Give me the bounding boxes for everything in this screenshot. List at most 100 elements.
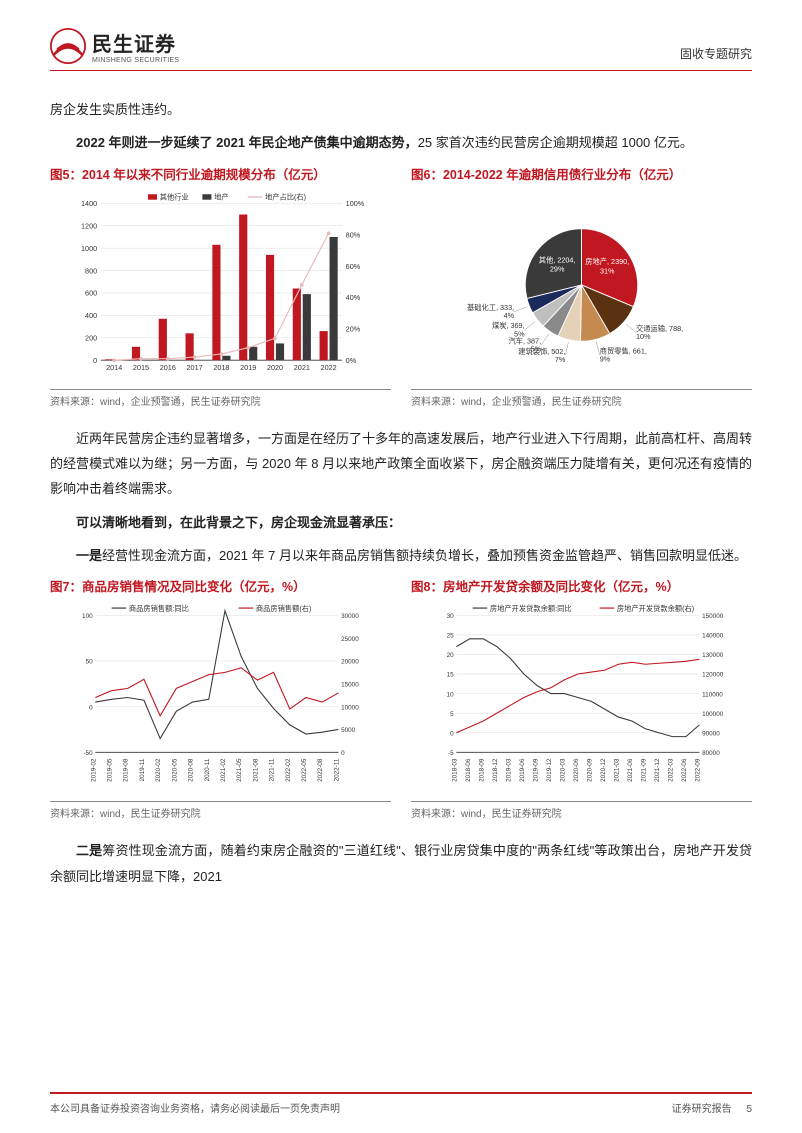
svg-text:20000: 20000 [341, 659, 359, 666]
svg-text:其他, 2204,: 其他, 2204, [539, 255, 576, 264]
svg-text:400: 400 [85, 311, 97, 320]
svg-text:-5: -5 [448, 750, 454, 757]
svg-text:2022-08: 2022-08 [317, 759, 324, 783]
svg-text:2020: 2020 [267, 363, 283, 372]
svg-text:2018-12: 2018-12 [492, 759, 499, 783]
svg-text:2019-05: 2019-05 [107, 759, 114, 783]
chart-6-title: 图6：2014-2022 年逾期信用债行业分布（亿元） [411, 164, 752, 183]
svg-text:31%: 31% [600, 266, 615, 275]
svg-text:130000: 130000 [702, 653, 724, 660]
svg-text:2020-02: 2020-02 [155, 759, 162, 783]
chart-5-svg: 其他行业地产地产占比(右)02004006008001000120014000%… [50, 187, 391, 382]
svg-text:房地产, 2390,: 房地产, 2390, [585, 257, 629, 266]
paragraph-4: 可以清晰地看到，在此背景之下，房企现金流显著承压： [50, 510, 752, 535]
svg-text:房地产开发贷款余额(右): 房地产开发贷款余额(右) [617, 604, 694, 613]
svg-text:1400: 1400 [81, 199, 97, 208]
paragraph-2: 2022 年则进一步延续了 2021 年民企地产债集中逾期态势，25 家首次违约… [50, 130, 752, 155]
svg-text:2019-06: 2019-06 [519, 759, 526, 783]
svg-text:5: 5 [450, 711, 454, 718]
chart-6-svg: 房地产, 2390,31%交通运输, 788,10%商贸零售, 661,9%建筑… [411, 187, 752, 382]
svg-text:200: 200 [85, 333, 97, 342]
svg-text:15: 15 [447, 672, 455, 679]
svg-text:10%: 10% [636, 332, 651, 341]
svg-text:4%: 4% [504, 311, 515, 320]
header-category: 固收专题研究 [680, 45, 752, 64]
svg-text:商品房销售额:同比: 商品房销售额:同比 [129, 604, 189, 613]
svg-text:10000: 10000 [341, 705, 359, 712]
svg-text:2016: 2016 [160, 363, 176, 372]
svg-text:2022-11: 2022-11 [333, 759, 340, 782]
svg-text:0: 0 [450, 731, 454, 738]
svg-text:2019-09: 2019-09 [532, 759, 539, 783]
svg-text:100%: 100% [346, 199, 365, 208]
svg-text:15000: 15000 [341, 682, 359, 689]
svg-text:2022-05: 2022-05 [301, 759, 308, 783]
chart-5-source: 资料来源：wind，企业预警通，民生证券研究院 [50, 389, 391, 408]
paragraph-5: 一是经营性现金流方面，2021 年 7 月以来年商品房销售额持续负增长，叠加预售… [50, 543, 752, 568]
svg-text:5000: 5000 [341, 728, 356, 735]
svg-text:2022-02: 2022-02 [285, 759, 292, 783]
chart-6-container: 图6：2014-2022 年逾期信用债行业分布（亿元） 房地产, 2390,31… [411, 164, 752, 408]
svg-text:7%: 7% [555, 355, 566, 364]
svg-text:90000: 90000 [702, 731, 720, 738]
chart-6-source: 资料来源：wind，企业预警通，民生证券研究院 [411, 389, 752, 408]
svg-text:80%: 80% [346, 230, 361, 239]
svg-text:0: 0 [341, 750, 345, 757]
svg-text:2020-12: 2020-12 [600, 759, 607, 783]
svg-text:2022: 2022 [321, 363, 337, 372]
svg-text:25000: 25000 [341, 636, 359, 643]
page-number: 5 [746, 1104, 752, 1115]
logo-block: 民生证券 MINSHENG SECURITIES [50, 28, 179, 64]
svg-text:2021-06: 2021-06 [627, 759, 634, 783]
svg-text:其他行业: 其他行业 [160, 192, 189, 201]
logo-icon [50, 28, 86, 64]
chart-8-source: 资料来源：wind，民生证券研究院 [411, 801, 752, 820]
svg-text:0: 0 [89, 705, 93, 712]
svg-text:2017: 2017 [187, 363, 203, 372]
svg-text:2020-06: 2020-06 [573, 759, 580, 783]
svg-text:2022-09: 2022-09 [694, 759, 701, 783]
svg-text:30: 30 [447, 613, 455, 620]
svg-text:2021-12: 2021-12 [654, 759, 661, 783]
page-footer: 本公司具备证券投资咨询业务资格，请务必阅读最后一页免责声明 证券研究报告 5 [50, 1092, 752, 1115]
svg-text:2020-08: 2020-08 [188, 759, 195, 783]
svg-text:120000: 120000 [702, 672, 724, 679]
svg-text:2021-05: 2021-05 [236, 759, 243, 783]
chart-7-source: 资料来源：wind，民生证券研究院 [50, 801, 391, 820]
chart-7-container: 图7：商品房销售情况及同比变化（亿元，%） 商品房销售额:同比商品房销售额(右)… [50, 576, 391, 820]
svg-text:2019-08: 2019-08 [123, 759, 130, 783]
svg-text:地产占比(右): 地产占比(右) [265, 192, 306, 201]
svg-text:2022-03: 2022-03 [667, 759, 674, 783]
svg-text:2021-11: 2021-11 [269, 759, 276, 782]
page-header: 民生证券 MINSHENG SECURITIES 固收专题研究 [50, 28, 752, 71]
svg-text:50: 50 [86, 659, 94, 666]
svg-text:29%: 29% [550, 264, 565, 273]
svg-text:2020-11: 2020-11 [204, 759, 211, 782]
chart-8-title: 图8：房地产开发贷余额及同比变化（亿元，%） [411, 576, 752, 595]
svg-text:-50: -50 [83, 750, 93, 757]
logo-text: 民生证券 [92, 28, 179, 57]
chart-5-title: 图5：2014 年以来不同行业逾期规模分布（亿元） [50, 164, 391, 183]
svg-text:房地产开发贷款余额:同比: 房地产开发贷款余额:同比 [490, 604, 572, 613]
svg-text:600: 600 [85, 288, 97, 297]
svg-text:150000: 150000 [702, 613, 724, 620]
svg-text:9%: 9% [600, 354, 611, 363]
svg-text:2021: 2021 [294, 363, 310, 372]
paragraph-6: 二是筹资性现金流方面，随着约束房企融资的"三道红线"、银行业房贷集中度的"两条红… [50, 838, 752, 889]
svg-text:2019-11: 2019-11 [139, 759, 146, 782]
svg-text:1000: 1000 [81, 244, 97, 253]
paragraph-1: 房企发生实质性违约。 [50, 97, 752, 122]
svg-text:2019-03: 2019-03 [505, 759, 512, 783]
svg-text:0: 0 [93, 356, 97, 365]
svg-text:地产: 地产 [214, 192, 229, 201]
svg-text:2018-03: 2018-03 [451, 759, 458, 783]
chart-8-svg: 房地产开发贷款余额:同比房地产开发贷款余额(右)-505101520253080… [411, 599, 752, 794]
svg-text:10: 10 [447, 692, 455, 699]
svg-text:2022-06: 2022-06 [681, 759, 688, 783]
svg-text:2020-03: 2020-03 [559, 759, 566, 783]
svg-text:40%: 40% [346, 293, 361, 302]
svg-text:5%: 5% [531, 344, 542, 353]
svg-text:2021-09: 2021-09 [640, 759, 647, 783]
svg-text:30000: 30000 [341, 613, 359, 620]
svg-text:2018-06: 2018-06 [465, 759, 472, 783]
